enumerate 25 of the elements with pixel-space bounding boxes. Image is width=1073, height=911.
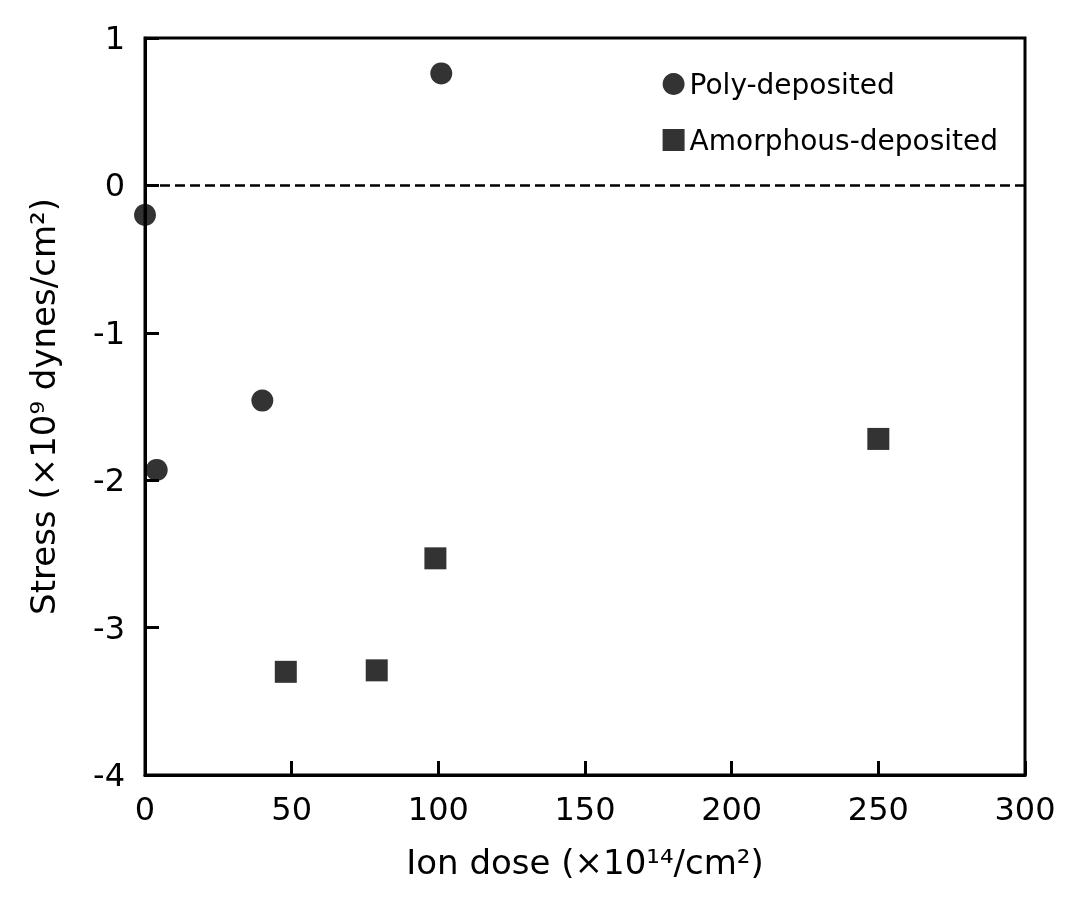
y-tick-label: 0 — [104, 166, 125, 205]
x-tick-label: 250 — [847, 790, 909, 828]
y-tick-label: -4 — [93, 756, 125, 794]
point — [274, 660, 297, 683]
point — [365, 659, 388, 682]
x-axis-title: Ion dose (×10¹⁴/cm²) — [406, 842, 764, 882]
legend-label: Poly-deposited — [689, 67, 895, 101]
point — [424, 547, 447, 570]
point — [251, 389, 274, 412]
y-axis-title: Stress (×10⁹ dynes/cm²) — [23, 198, 63, 615]
point — [867, 427, 890, 450]
y-tick-label: -3 — [93, 608, 125, 647]
x-tick-label: 100 — [407, 790, 469, 828]
x-tick-label: 300 — [994, 790, 1056, 828]
x-tick-label: 50 — [271, 790, 313, 828]
x-tick-label: 200 — [701, 790, 763, 828]
y-tick-label: -1 — [93, 313, 125, 352]
x-tick-label: 0 — [134, 790, 156, 828]
x-tick-label: 150 — [554, 790, 616, 828]
legend-label: Amorphous-deposited — [689, 123, 999, 157]
y-tick-label: 1 — [104, 19, 125, 57]
y-tick-label: -2 — [93, 461, 125, 500]
point — [145, 458, 168, 481]
point — [430, 62, 453, 85]
point — [134, 203, 156, 226]
